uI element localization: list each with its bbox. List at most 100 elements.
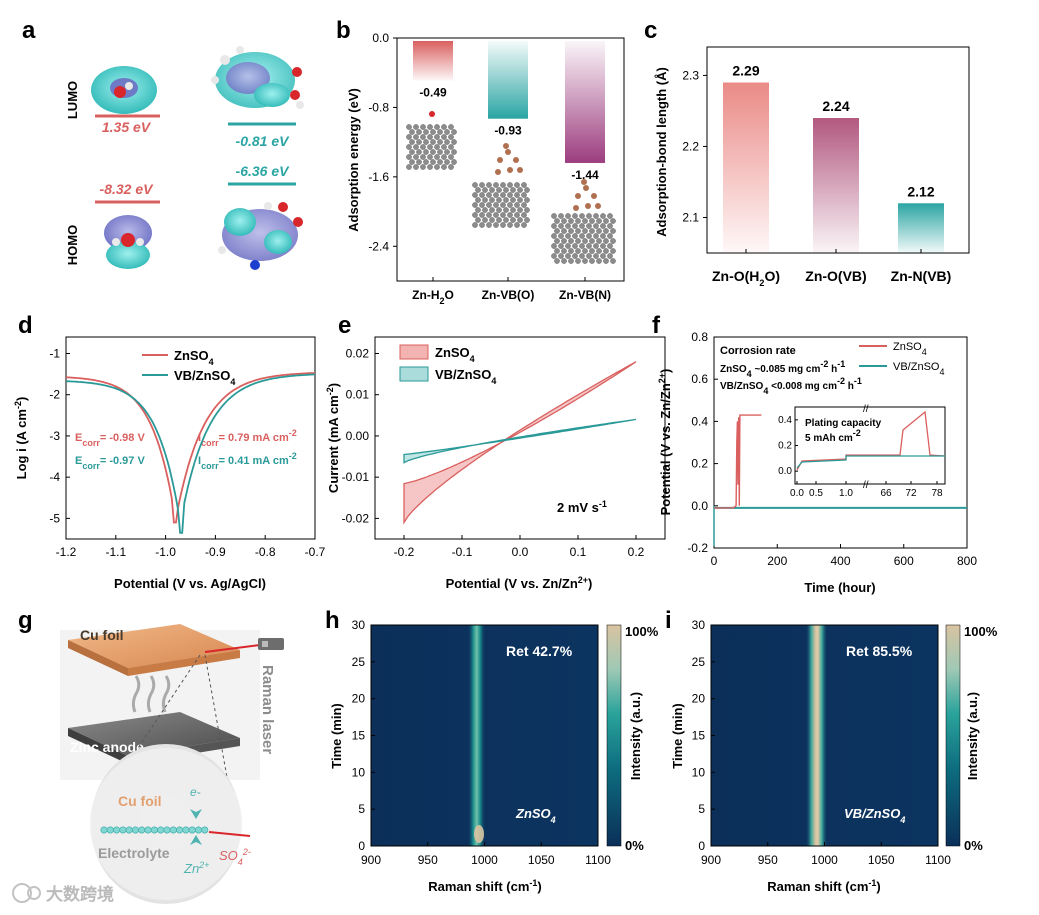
panel-e-xtick-label: 0.1 bbox=[570, 545, 587, 559]
zinc-atom bbox=[593, 213, 599, 219]
zinc-atom bbox=[493, 182, 499, 188]
panel-d-ylabel: Log i (A cm-2) bbox=[13, 397, 29, 480]
panel-b-bar bbox=[565, 41, 605, 163]
panel-c-category-label: Zn-N(VB) bbox=[891, 268, 952, 284]
panel-f-inset-capacity: 5 mAh cm-2 bbox=[805, 428, 861, 444]
zinc-atom bbox=[524, 207, 530, 213]
watermark-logo-icon bbox=[12, 883, 41, 903]
zinc-atom bbox=[448, 154, 454, 160]
panel-c-category-label-part-0: Zn-O(VB) bbox=[805, 268, 866, 284]
zinc-atom bbox=[524, 197, 530, 203]
panel-d-xlabel: Potential (V vs. Ag/AgCl) bbox=[114, 576, 266, 591]
zinc-atom bbox=[600, 213, 606, 219]
panel-e-cv-loop bbox=[403, 361, 637, 525]
heatmap-xtick-label: 1100 bbox=[585, 853, 611, 867]
zinc-atom bbox=[475, 207, 481, 213]
panel-e-legend-label: ZnSO4 bbox=[435, 345, 475, 364]
vb-atom bbox=[497, 157, 503, 163]
zinc-atom bbox=[600, 253, 606, 259]
zinc-atom bbox=[561, 228, 567, 234]
zinc-atom bbox=[558, 213, 564, 219]
panel-f-legend-label-part-0: ZnSO bbox=[893, 341, 922, 353]
electron-arrow-icon bbox=[190, 800, 202, 819]
zinc-atom bbox=[579, 223, 585, 229]
panel-f-legend-label-part-0: VB/ZnSO bbox=[893, 361, 940, 373]
zinc-atom bbox=[572, 213, 578, 219]
zoom-laser-beam bbox=[208, 831, 251, 837]
vb-molecule-n-icon bbox=[573, 179, 601, 211]
panel-f-xtick-label: 0 bbox=[711, 554, 718, 568]
electrolyte-label: Electrolyte bbox=[98, 845, 170, 861]
panel-f-corrosion-vb-part-0: VB/ZnSO bbox=[720, 381, 764, 392]
zinc-atom bbox=[503, 187, 509, 193]
panel-e-cv-loop bbox=[403, 418, 637, 464]
zinc-atom bbox=[558, 253, 564, 259]
zinc-atom bbox=[596, 238, 602, 244]
homo-label: HOMO bbox=[65, 225, 80, 265]
panel-e-xtick-label: -0.2 bbox=[394, 545, 415, 559]
zinc-atom bbox=[514, 222, 520, 228]
heatmap-ytick-label: 25 bbox=[352, 655, 366, 669]
panel-e-ytick-label: 0.00 bbox=[346, 429, 370, 443]
zinc-atom bbox=[558, 233, 564, 239]
panel-d-icorr-annotation-part-1: corr bbox=[201, 438, 219, 448]
zinc-atom bbox=[441, 134, 447, 140]
zinc-atom bbox=[586, 243, 592, 249]
zinc-atom bbox=[582, 228, 588, 234]
panel-d-legend-label-part-1: 4 bbox=[209, 357, 214, 367]
zinc-atom bbox=[586, 213, 592, 219]
zinc-atom bbox=[603, 258, 609, 264]
zinc-anode-label: Zinc anode bbox=[70, 739, 144, 755]
panel-f-corrosion-znso4-part-3: -2 bbox=[820, 359, 828, 369]
zinc-atom bbox=[579, 213, 585, 219]
zinc-atom bbox=[486, 222, 492, 228]
zinc-atom bbox=[582, 248, 588, 254]
zinc-atom bbox=[406, 134, 412, 140]
zinc-atom bbox=[507, 222, 513, 228]
zinc-atom bbox=[479, 182, 485, 188]
zinc-atom bbox=[496, 217, 502, 223]
zinc-atom bbox=[451, 149, 457, 155]
panel-f-corrosion-znso4-part-5: -1 bbox=[837, 359, 845, 369]
panel-d-ytick-label: -5 bbox=[49, 511, 60, 525]
panel-d-xtick-label: -0.7 bbox=[305, 545, 326, 559]
panel-f-inset-ytick-label: 0.2 bbox=[778, 441, 792, 452]
panel-c-category-label: Zn-O(H2O) bbox=[712, 268, 780, 288]
zinc-atom bbox=[406, 144, 412, 150]
zinc-atom bbox=[500, 212, 506, 218]
panel-e-xlabel: Potential (V vs. Zn/Zn2+) bbox=[446, 575, 593, 591]
panel-c-ytick-label: 2.2 bbox=[682, 139, 699, 153]
panel-d-ytick-label: -4 bbox=[49, 470, 60, 484]
zinc-atom bbox=[486, 212, 492, 218]
vb-atom bbox=[573, 205, 579, 211]
heatmap-i-sample: VB/ZnSO4 bbox=[844, 806, 905, 825]
zinc-atom bbox=[448, 144, 454, 150]
panel-letter-h: h bbox=[325, 607, 340, 634]
panel-f-inset-capacity-part-1: -2 bbox=[853, 428, 861, 438]
zinc-atom bbox=[406, 164, 412, 170]
panel-b-value-label: -1.44 bbox=[571, 168, 599, 182]
heatmap-i-sample-text: VB/ZnSO bbox=[844, 806, 900, 821]
zinc-atom bbox=[493, 222, 499, 228]
zinc-atom bbox=[416, 129, 422, 135]
heatmap-xtick-label: 950 bbox=[758, 853, 778, 867]
panel-c-value-label: 2.24 bbox=[822, 98, 849, 114]
panel-e-scan-rate: 2 mV s-1 bbox=[557, 499, 607, 515]
zinc-atom bbox=[596, 258, 602, 264]
panel-h-xlabel-tail: ) bbox=[537, 879, 541, 894]
zinc-atom bbox=[503, 207, 509, 213]
zinc-atom bbox=[434, 154, 440, 160]
panel-d-icorr-annotation-part-0: I bbox=[198, 455, 201, 467]
zinc-atom bbox=[420, 144, 426, 150]
vb-atom bbox=[507, 167, 513, 173]
vb-atom bbox=[585, 203, 591, 209]
zinc-atom bbox=[493, 212, 499, 218]
panel-e-scan-rate-part-0: 2 mV s bbox=[557, 500, 599, 515]
zinc-atom bbox=[430, 159, 436, 165]
vb-homo-orbital-icon bbox=[218, 202, 303, 270]
zinc-atom bbox=[589, 248, 595, 254]
zinc-atom bbox=[472, 192, 478, 198]
panel-f-inset-xtick-label: 78 bbox=[931, 488, 943, 499]
panel-letter-c: c bbox=[644, 17, 657, 44]
zinc-atom bbox=[437, 139, 443, 145]
